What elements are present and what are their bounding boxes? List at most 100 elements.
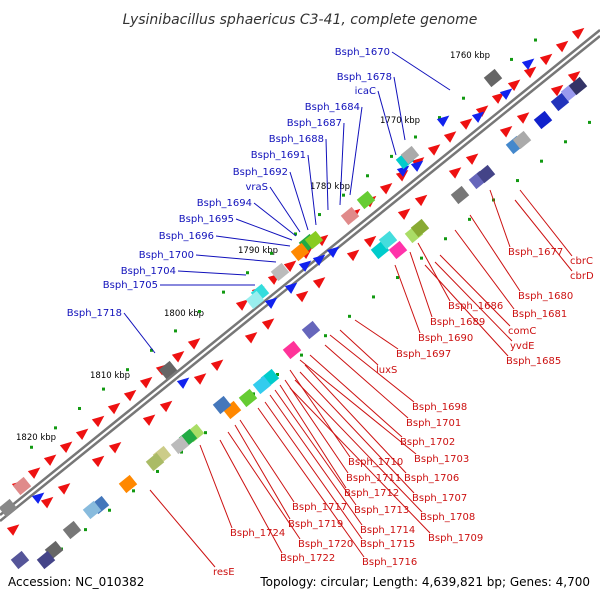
forward-gene-arrow xyxy=(379,182,393,195)
outer-tick-dot xyxy=(414,135,417,139)
lower-label-leader xyxy=(324,344,409,419)
outer-tick-dot xyxy=(174,329,177,333)
inner-tick-dot xyxy=(420,256,423,260)
lower-label-leader xyxy=(454,229,515,310)
lower-gene-label: Bsph_1709 xyxy=(428,533,483,544)
gene-features xyxy=(0,27,588,570)
inner-tick-dot xyxy=(204,431,207,435)
lower-label-leader xyxy=(434,261,513,342)
inner-tick-dot xyxy=(84,528,87,532)
summary-text: Topology: circular; Length: 4,639,821 bp… xyxy=(259,575,590,589)
forward-gene-arrow xyxy=(448,167,462,179)
forward-gene-arrow xyxy=(40,496,54,509)
forward-gene-arrow xyxy=(346,249,360,262)
forward-gene-arrow xyxy=(567,71,581,83)
outer-tick-dot xyxy=(462,96,465,100)
gene-feature-box xyxy=(158,360,178,380)
reverse-gene-arrow xyxy=(284,282,298,294)
upper-label-leader xyxy=(307,154,317,226)
outer-tick-dot xyxy=(30,445,33,449)
gene-feature-box xyxy=(378,230,398,250)
lower-label-leader xyxy=(234,424,291,520)
accession-text: Accession: NC_010382 xyxy=(8,575,144,589)
lower-label-leader xyxy=(219,439,283,554)
forward-gene-arrow xyxy=(159,400,173,413)
reverse-gene-arrow xyxy=(312,254,326,266)
outer-tick-dot xyxy=(294,232,297,236)
forward-gene-arrow xyxy=(107,402,121,415)
lower-label-leader xyxy=(339,329,379,366)
forward-gene-arrow xyxy=(91,455,105,468)
reverse-gene-arrow xyxy=(326,246,340,258)
gene-feature-box xyxy=(170,435,190,455)
upper-gene-label: Bsph_1700 xyxy=(139,250,194,261)
upper-label-leader xyxy=(325,138,329,211)
lower-gene-label: Bsph_1724 xyxy=(230,528,285,539)
reverse-gene-arrow xyxy=(499,88,513,100)
forward-gene-arrow xyxy=(244,332,258,344)
forward-gene-arrow xyxy=(57,483,71,495)
inner-tick-dot xyxy=(540,159,543,163)
lower-label-leader xyxy=(289,387,431,534)
inner-tick-dot xyxy=(372,295,375,299)
kbp-tick-label: 1820 kbp xyxy=(16,433,56,443)
lower-gene-label: Bsph_1714 xyxy=(360,525,415,536)
lower-label-leader xyxy=(227,431,301,540)
reverse-gene-arrow xyxy=(471,111,485,123)
map-title: Lysinibacillus sphaericus C3-41, complet… xyxy=(123,12,478,28)
gene-feature-box xyxy=(36,550,56,570)
lower-gene-label: luxS xyxy=(376,365,397,376)
lower-gene-label: Bsph_1712 xyxy=(344,488,399,499)
kbp-tick-label: 1780 kbp xyxy=(310,182,350,192)
outer-tick-dot xyxy=(54,426,57,430)
kbp-tick-label: 1790 kbp xyxy=(238,246,278,256)
lower-label-leader xyxy=(309,354,403,438)
outer-tick-dot xyxy=(150,348,153,352)
forward-gene-arrow xyxy=(363,235,377,248)
forward-gene-arrow xyxy=(507,79,521,91)
kbp-tick-label: 1810 kbp xyxy=(90,371,130,381)
backbone-outer-line xyxy=(0,29,600,516)
inner-tick-dot xyxy=(444,237,447,241)
upper-label-leader xyxy=(253,202,297,237)
lower-gene-label: Bsph_1717 xyxy=(292,502,347,513)
lower-label-leader xyxy=(514,199,573,272)
lower-gene-label: Bsph_1686 xyxy=(448,301,503,312)
lower-label-leader xyxy=(279,384,347,489)
forward-gene-arrow xyxy=(6,524,20,536)
inner-tick-dot xyxy=(588,120,591,124)
lower-gene-label: Bsph_1722 xyxy=(280,553,335,564)
forward-gene-arrow xyxy=(414,194,428,207)
lower-gene-label: Bsph_1706 xyxy=(404,473,459,484)
lower-gene-label: Bsph_1713 xyxy=(354,505,409,516)
outer-tick-dot xyxy=(366,174,369,178)
forward-gene-arrow xyxy=(539,53,553,66)
gene-feature-box xyxy=(568,76,588,96)
gene-feature-box xyxy=(145,452,165,472)
label-leader-lines xyxy=(123,51,573,568)
lower-gene-label: Bsph_1720 xyxy=(298,539,353,550)
gene-feature-box xyxy=(476,164,496,184)
outer-tick-dot xyxy=(198,310,201,314)
upper-label-leader xyxy=(391,51,451,91)
forward-gene-arrow xyxy=(193,373,207,385)
upper-gene-label: Bsph_1678 xyxy=(337,72,392,83)
forward-gene-arrow xyxy=(261,318,275,330)
lower-gene-label: Bsph_1703 xyxy=(414,454,469,465)
gene-feature-box xyxy=(512,130,532,150)
upper-gene-label: vraS xyxy=(245,182,268,193)
gene-feature-box xyxy=(483,68,503,88)
lower-gene-label: cbrD xyxy=(570,271,594,282)
lower-gene-label: Bsph_1697 xyxy=(396,349,451,360)
outer-tick-dot xyxy=(534,38,537,42)
forward-gene-arrow xyxy=(443,131,457,143)
inner-tick-dot xyxy=(300,353,303,357)
reverse-gene-arrow xyxy=(176,377,190,389)
upper-gene-label: Bsph_1670 xyxy=(335,47,390,58)
lower-label-leader xyxy=(199,444,233,529)
forward-gene-arrow xyxy=(59,441,73,453)
forward-gene-arrow xyxy=(491,92,505,104)
lower-gene-label: Bsph_1681 xyxy=(512,309,567,320)
outer-tick-dot xyxy=(510,57,513,61)
